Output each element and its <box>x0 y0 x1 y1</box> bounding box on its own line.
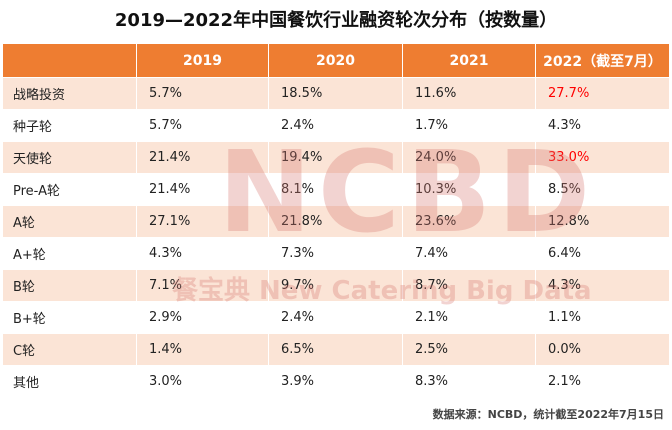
row-label: A轮 <box>3 205 137 237</box>
table-row: A轮 27.1% 21.8% 23.6% 12.8% <box>3 205 669 237</box>
header-cell-2020: 2020 <box>269 44 403 77</box>
table-cell: 2.4% <box>269 109 403 141</box>
table-row: Pre-A轮 21.4% 8.1% 10.3% 8.5% <box>3 173 669 205</box>
table-cell: 4.3% <box>137 237 269 269</box>
table-cell: 7.1% <box>137 269 269 301</box>
table-row: 种子轮 5.7% 2.4% 1.7% 4.3% <box>3 109 669 141</box>
table-cell: 2.9% <box>137 301 269 333</box>
table-cell: 8.3% <box>403 365 536 397</box>
table-header-row: 2019 2020 2021 2022（截至7月） <box>3 44 669 77</box>
table-cell: 21.8% <box>269 205 403 237</box>
table-cell: 3.0% <box>137 365 269 397</box>
table-cell: 4.3% <box>536 269 669 301</box>
table-cell: 1.4% <box>137 333 269 365</box>
chart-title: 2019—2022年中国餐饮行业融资轮次分布（按数量） <box>114 10 558 31</box>
table-cell: 9.7% <box>269 269 403 301</box>
table-cell: 33.0% <box>536 141 669 173</box>
table-cell: 8.1% <box>269 173 403 205</box>
table-cell: 5.7% <box>137 109 269 141</box>
table-row: 战略投资 5.7% 18.5% 11.6% 27.7% <box>3 77 669 109</box>
table-cell: 8.5% <box>536 173 669 205</box>
table-cell: 24.0% <box>403 141 536 173</box>
table-cell: 3.9% <box>269 365 403 397</box>
table-cell: 18.5% <box>269 77 403 109</box>
table-cell: 2.1% <box>536 365 669 397</box>
table-cell: 27.1% <box>137 205 269 237</box>
row-label: C轮 <box>3 333 137 365</box>
table-row: B+轮 2.9% 2.4% 2.1% 1.1% <box>3 301 669 333</box>
row-label: B轮 <box>3 269 137 301</box>
row-label: 天使轮 <box>3 141 137 173</box>
table-row: A+轮 4.3% 7.3% 7.4% 6.4% <box>3 237 669 269</box>
table-cell: 27.7% <box>536 77 669 109</box>
table-cell: 10.3% <box>403 173 536 205</box>
row-label: B+轮 <box>3 301 137 333</box>
header-cell-2019: 2019 <box>137 44 269 77</box>
row-label: Pre-A轮 <box>3 173 137 205</box>
table-cell: 12.8% <box>536 205 669 237</box>
table-cell: 11.6% <box>403 77 536 109</box>
table-cell: 19.4% <box>269 141 403 173</box>
row-label: 种子轮 <box>3 109 137 141</box>
table-cell: 6.4% <box>536 237 669 269</box>
table-cell: 7.3% <box>269 237 403 269</box>
table-cell: 2.1% <box>403 301 536 333</box>
table-cell: 23.6% <box>403 205 536 237</box>
table-cell: 2.4% <box>269 301 403 333</box>
funding-round-table: 2019 2020 2021 2022（截至7月） 战略投资 5.7% 18.5% 1… <box>3 44 669 397</box>
table-row: 天使轮 21.4% 19.4% 24.0% 33.0% <box>3 141 669 173</box>
table-cell: 7.4% <box>403 237 536 269</box>
row-label: 其他 <box>3 365 137 397</box>
table-cell: 21.4% <box>137 141 269 173</box>
table-cell: 8.7% <box>403 269 536 301</box>
table-cell: 5.7% <box>137 77 269 109</box>
header-cell-blank <box>3 44 137 77</box>
row-label: 战略投资 <box>3 77 137 109</box>
table-cell: 21.4% <box>137 173 269 205</box>
table-cell: 4.3% <box>536 109 669 141</box>
table-row: B轮 7.1% 9.7% 8.7% 4.3% <box>3 269 669 301</box>
header-cell-2022: 2022（截至7月） <box>536 44 669 77</box>
table-cell: 1.1% <box>536 301 669 333</box>
table-row: C轮 1.4% 6.5% 2.5% 0.0% <box>3 333 669 365</box>
table-body: 战略投资 5.7% 18.5% 11.6% 27.7% 种子轮 5.7% 2.4% 1.7% 4.… <box>3 77 669 397</box>
header-cell-2021: 2021 <box>403 44 536 77</box>
table-cell: 0.0% <box>536 333 669 365</box>
table-row: 其他 3.0% 3.9% 8.3% 2.1% <box>3 365 669 397</box>
table-cell: 2.5% <box>403 333 536 365</box>
source-note: 数据来源：NCBD，统计截至2022年7月15日 <box>432 408 664 421</box>
row-label: A+轮 <box>3 237 137 269</box>
table-cell: 1.7% <box>403 109 536 141</box>
data-table-container: 2019 2020 2021 2022（截至7月） 战略投资 5.7% 18.5% 1… <box>3 44 669 397</box>
table-cell: 6.5% <box>269 333 403 365</box>
